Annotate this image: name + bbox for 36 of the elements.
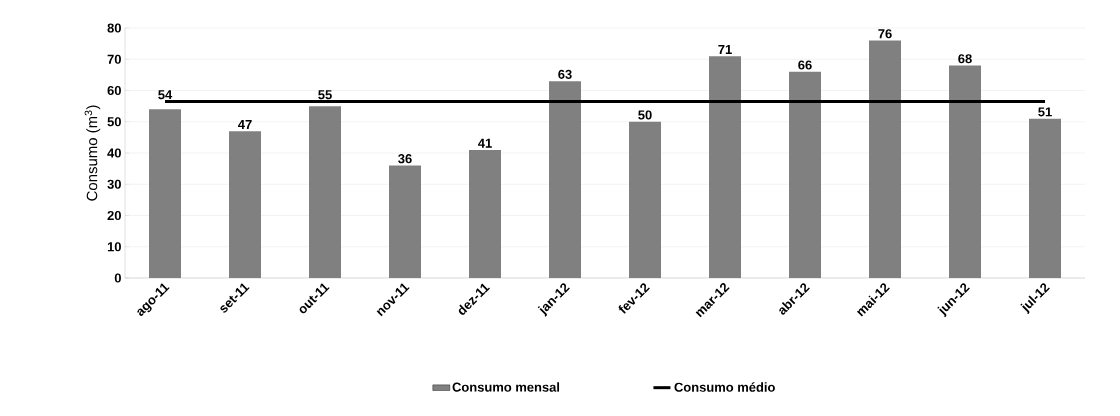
data-label: 63	[558, 69, 572, 79]
legend-label: Consumo médio	[674, 382, 775, 392]
bar	[309, 106, 341, 278]
y-tick-label: 80	[107, 23, 121, 33]
bar	[1029, 118, 1062, 278]
data-label: 51	[1038, 107, 1052, 117]
bar	[549, 81, 582, 278]
data-label: 76	[878, 29, 892, 39]
data-label: 66	[798, 60, 812, 70]
data-label: 55	[318, 90, 332, 100]
y-tick-label: 40	[107, 148, 121, 158]
bar	[469, 149, 501, 278]
bar	[709, 56, 742, 278]
bar	[949, 65, 982, 278]
y-tick-label: 70	[107, 54, 121, 64]
y-axis-title: Consumo (m$^{3}$)	[84, 105, 101, 201]
y-tick-label: 30	[107, 179, 121, 189]
data-label: 50	[638, 110, 652, 120]
bar	[869, 40, 902, 278]
data-label: 47	[238, 120, 252, 129]
bar	[629, 121, 662, 278]
bar	[149, 109, 181, 278]
y-tick-label: 50	[107, 117, 121, 127]
y-tick-label: 10	[107, 242, 121, 252]
bar	[789, 71, 822, 278]
legend-label: Consumo mensal	[452, 382, 560, 392]
y-tick-label: 20	[107, 210, 121, 221]
data-label: 54	[158, 90, 173, 100]
y-tick-label: 0	[114, 273, 121, 283]
bar	[389, 165, 421, 278]
y-tick-label: 60	[107, 85, 121, 96]
data-label: 36	[398, 154, 412, 164]
bar	[229, 131, 261, 278]
data-label: 41	[478, 138, 492, 148]
data-label: 71	[718, 45, 732, 54]
data-label: 68	[958, 54, 972, 64]
